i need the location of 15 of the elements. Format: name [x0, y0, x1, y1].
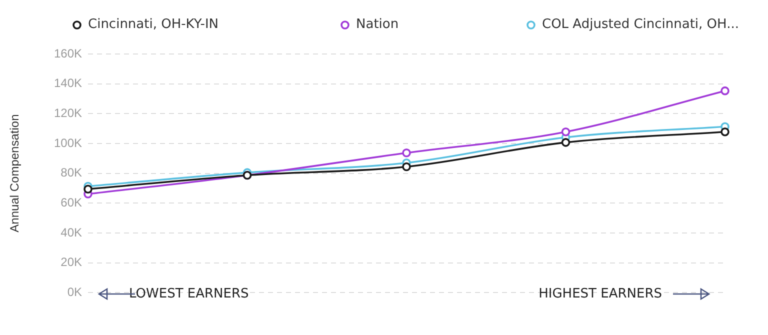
y-tick-label: 80K [60, 166, 82, 180]
y-tick-label: 0K [67, 284, 82, 299]
y-tick-label: 40K [60, 225, 82, 240]
legend-label: Cincinnati, OH-KY-IN [88, 17, 219, 32]
y-tick-label: 120K [54, 106, 82, 120]
legend-label: COL Adjusted Cincinnati, OH... [542, 17, 739, 32]
y-axis-title: Annual Compensation [8, 114, 22, 232]
y-tick-label: 60K [60, 195, 82, 210]
annotation: LOWEST EARNERS [129, 286, 249, 302]
y-tick-label: 160K [54, 46, 82, 60]
y-tick-label: 20K [60, 255, 82, 270]
y-tick-label: 140K [54, 76, 82, 90]
annotation: HIGHEST EARNERS [538, 286, 662, 302]
y-tick-label: 100K [54, 136, 82, 150]
legend-label: Nation [356, 17, 399, 32]
